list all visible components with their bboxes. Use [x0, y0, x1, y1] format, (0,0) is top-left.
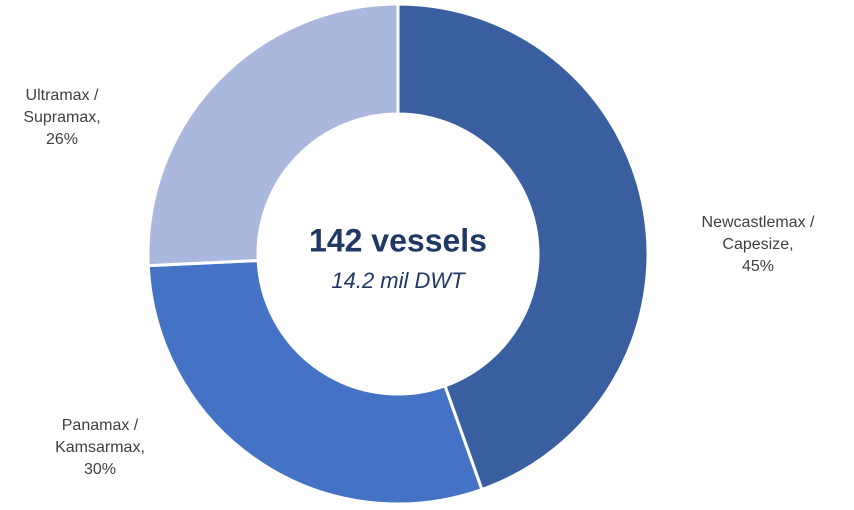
data-label: Panamax / Kamsarmax, 30% — [38, 415, 162, 481]
value-label: 45% — [741, 258, 775, 275]
value-label: 26% — [45, 131, 79, 148]
category-label: Newcastlemax / Capesize, — [701, 214, 815, 253]
center-title: 142 vessels — [309, 222, 487, 258]
center-subtitle: 14.2 mil DWT — [331, 268, 466, 293]
category-label: Ultramax / Supramax, — [23, 87, 101, 126]
slice — [146, 258, 484, 506]
category-label: Panamax / Kamsarmax, — [55, 417, 145, 456]
slice — [146, 2, 400, 268]
data-label: Ultramax / Supramax, 26% — [0, 85, 124, 151]
data-label: Newcastlemax / Capesize, 45% — [696, 212, 820, 278]
slice — [396, 2, 650, 492]
slices — [146, 2, 650, 506]
value-label: 30% — [83, 461, 117, 478]
